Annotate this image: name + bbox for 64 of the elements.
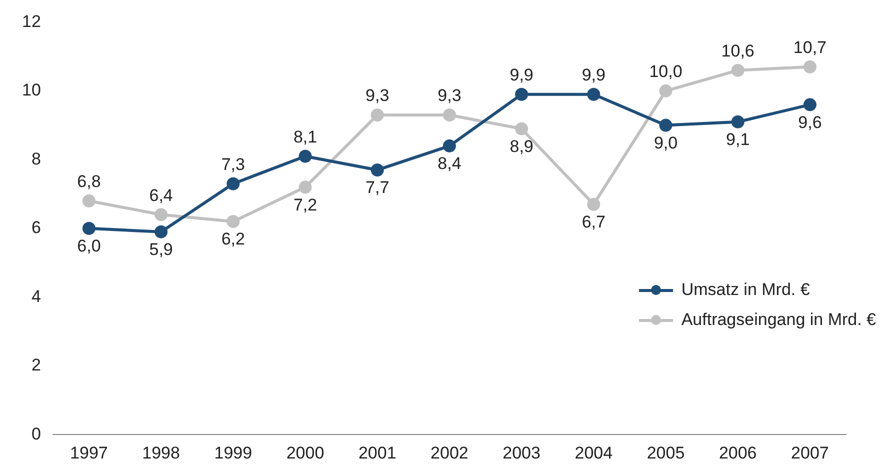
point [515, 88, 528, 101]
data-label: 6,7 [582, 212, 606, 232]
point [226, 177, 240, 190]
data-label: 9,6 [798, 112, 822, 132]
x-tick-label: 1998 [142, 443, 180, 462]
y-tick-label: 12 [22, 12, 41, 31]
point [370, 108, 384, 122]
data-label: 5,9 [149, 240, 173, 260]
data-label: 6,0 [77, 236, 101, 256]
data-label: 7,7 [366, 178, 390, 198]
point [731, 64, 744, 77]
x-tick-label: 2002 [430, 443, 468, 462]
legend-label: Umsatz in Mrd. € [681, 280, 810, 300]
point [82, 194, 96, 208]
data-label: 7,2 [293, 195, 318, 214]
legend-label: Auftragseingang in Mrd. € [681, 310, 876, 330]
x-tick-label: 2004 [574, 443, 613, 462]
point [442, 139, 456, 152]
x-tick-label: 2001 [358, 443, 396, 462]
point [82, 222, 96, 235]
point [442, 108, 456, 122]
point [154, 208, 168, 222]
point [298, 150, 312, 163]
x-tick-label: 1999 [214, 443, 252, 462]
x-tick-label: 2005 [646, 443, 685, 462]
data-label: 6,4 [149, 186, 173, 205]
y-tick-label: 10 [22, 80, 41, 100]
y-tick-label: 4 [31, 286, 41, 306]
y-tick-label: 6 [31, 218, 41, 238]
x-tick-label: 1997 [70, 443, 108, 462]
x-tick-label: 2003 [502, 443, 540, 462]
point [515, 122, 528, 136]
data-label: 7,3 [221, 154, 245, 174]
x-tick-label: 2006 [718, 443, 757, 462]
point [659, 118, 672, 132]
data-label: 8,9 [510, 136, 534, 156]
y-tick-label: 8 [31, 149, 41, 168]
data-label: 10,0 [649, 62, 682, 82]
data-label: 9,3 [366, 86, 390, 106]
data-label: 10,6 [721, 42, 754, 60]
point [659, 84, 672, 98]
data-label: 6,8 [77, 172, 101, 192]
point [370, 163, 384, 176]
point [154, 225, 168, 238]
x-tick-label: 2007 [791, 443, 829, 462]
data-label: 9,9 [510, 66, 534, 85]
point [803, 98, 816, 112]
data-label: 9,9 [582, 66, 606, 85]
data-label: 10,7 [793, 38, 826, 58]
data-label: 8,1 [293, 127, 318, 146]
point [731, 115, 744, 128]
data-label: 9,0 [654, 133, 678, 152]
data-label: 8,4 [438, 154, 462, 174]
point [587, 198, 600, 211]
data-label: 9,1 [726, 130, 750, 150]
y-tick-label: 2 [31, 356, 41, 375]
data-label: 9,3 [438, 86, 462, 106]
point [298, 180, 312, 194]
point [587, 88, 600, 101]
data-label: 6,2 [221, 230, 245, 249]
point [226, 215, 240, 228]
y-tick-label: 0 [31, 424, 41, 444]
point [803, 60, 816, 74]
x-tick-label: 2000 [286, 443, 324, 462]
